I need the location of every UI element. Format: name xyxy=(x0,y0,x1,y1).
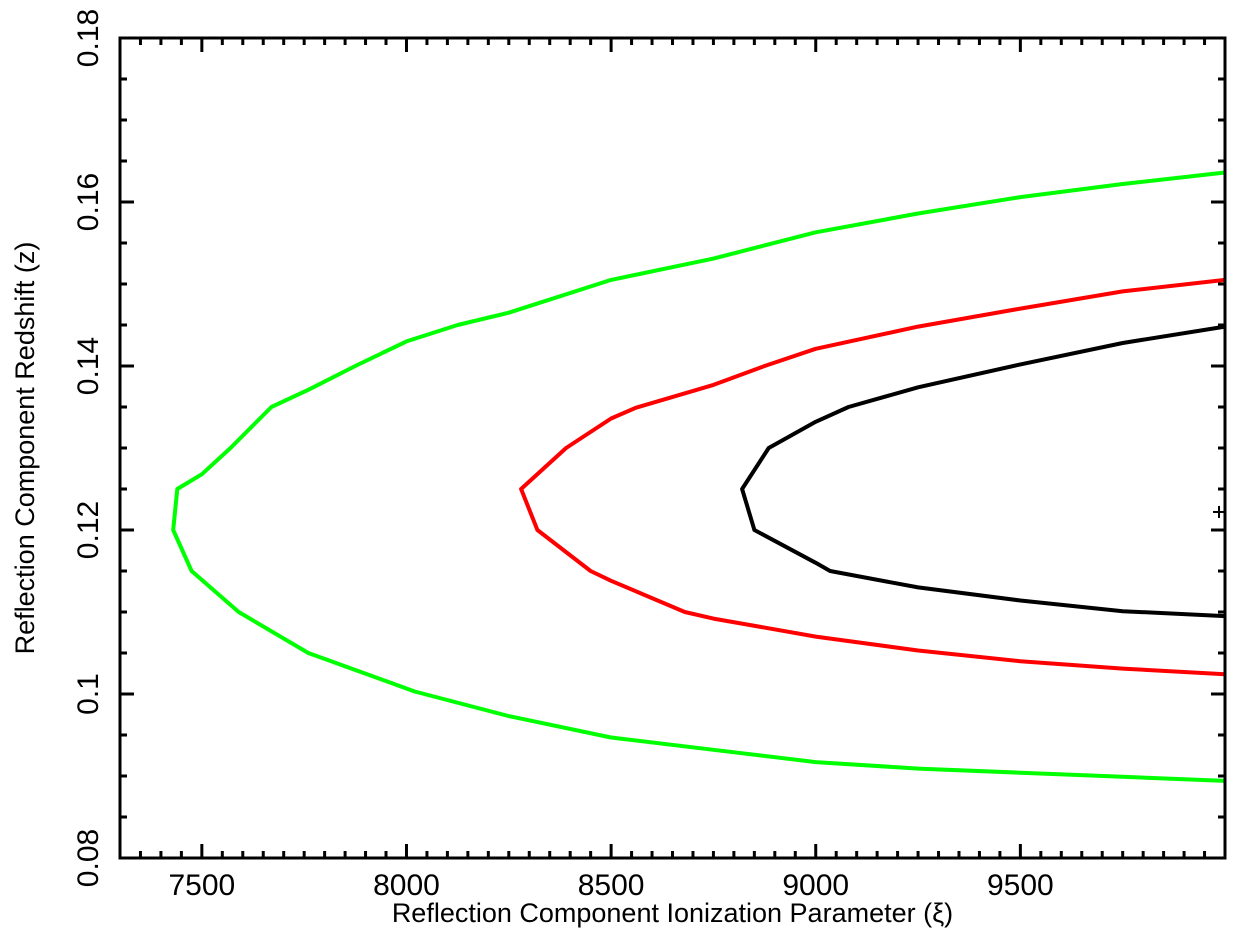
y-tick-label: 0.08 xyxy=(72,829,105,887)
y-tick-label: 0.14 xyxy=(72,337,105,395)
y-tick-label: 0.16 xyxy=(72,173,105,231)
contour-line-2 xyxy=(519,277,1226,677)
axis-ticks xyxy=(118,36,1227,860)
x-tick-label: 8000 xyxy=(373,869,440,902)
x-tick-label: 7500 xyxy=(168,869,235,902)
x-tick-label: 8500 xyxy=(578,869,645,902)
y-tick-label: 0.12 xyxy=(72,501,105,559)
plot-frame xyxy=(118,36,1227,860)
x-tick-label: 9500 xyxy=(987,869,1054,902)
contour-line-1 xyxy=(171,170,1226,783)
contour-line-3 xyxy=(740,324,1226,619)
x-axis-label: Reflection Component Ionization Paramete… xyxy=(392,898,953,928)
best-fit-marker-layer xyxy=(1213,505,1225,518)
y-axis-label: Reflection Component Redshift (z) xyxy=(10,242,40,655)
tick-labels: 7500 8000 8500 9000 9500 0.08 0.1 0.12 0.14 0.16 0… xyxy=(72,9,1054,902)
best-fit-marker xyxy=(1213,505,1225,518)
contour-series xyxy=(171,170,1226,783)
y-tick-label: 0.1 xyxy=(72,673,105,715)
y-tick-label: 0.18 xyxy=(72,9,105,67)
x-tick-label: 9000 xyxy=(782,869,849,902)
